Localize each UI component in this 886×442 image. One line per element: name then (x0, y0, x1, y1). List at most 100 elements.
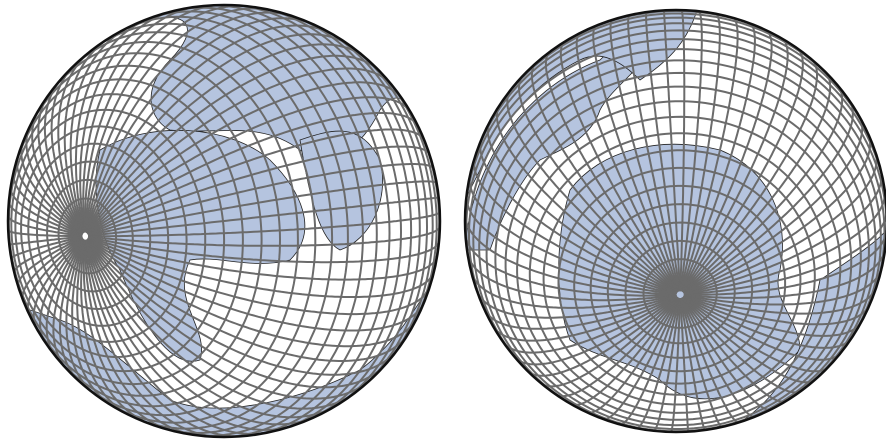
graticule-line (670, 297, 682, 432)
graticule-line (84, 7, 273, 233)
graticule-line (514, 295, 678, 366)
graticule-line (680, 297, 756, 418)
graticule-line (88, 211, 440, 238)
graticule-line (679, 10, 703, 292)
graticule-line (592, 24, 680, 292)
graticule-line (663, 10, 681, 292)
graticule-line (585, 297, 680, 414)
graticule-line (468, 175, 677, 295)
graticule-line (86, 96, 412, 235)
graticule-line (31, 108, 84, 235)
graticule-line (65, 239, 97, 396)
graticule-line (9, 235, 83, 246)
graticule-line (683, 228, 886, 296)
graticule-line (50, 63, 85, 234)
graticule-line (87, 145, 431, 236)
graticule-line (518, 75, 679, 294)
graticule-line (13, 236, 83, 273)
graticule-line (682, 100, 854, 294)
graticule-line (87, 111, 420, 236)
graticule-line (52, 238, 85, 371)
graticule-line (84, 239, 198, 437)
graticule-line (491, 295, 678, 342)
graticule-line (570, 296, 680, 407)
globe-outline (6, 3, 442, 439)
graticule-line (85, 33, 351, 234)
graticule-line (559, 41, 680, 293)
graticule-line (57, 49, 93, 234)
graticule-line (85, 43, 367, 234)
graticule-line (683, 170, 883, 295)
graticule-line (473, 156, 677, 295)
graticule-line (87, 163, 435, 237)
graticule-line (609, 18, 681, 292)
graticule-line (16, 156, 84, 236)
graticule-line (681, 296, 817, 384)
globe-outline (463, 8, 886, 434)
graticule-line (683, 294, 871, 326)
graticule-line (9, 186, 83, 237)
graticule-line (683, 151, 878, 295)
graticule-line (681, 29, 773, 292)
graticule-line (680, 297, 723, 428)
graticule-line (8, 215, 83, 237)
graticule-line (59, 238, 85, 384)
graticule-line (86, 67, 392, 235)
graticule-line (682, 71, 832, 293)
graticule-line (87, 196, 440, 237)
graticule-line (69, 25, 130, 233)
graticule-line (683, 295, 863, 337)
graticule-line (85, 24, 334, 234)
graticule-line (680, 22, 756, 292)
graticule-line (680, 297, 740, 424)
graticule-line (82, 5, 199, 233)
right-globe (465, 10, 886, 432)
graticule-line (679, 297, 689, 432)
graticule-line (575, 32, 680, 293)
graticule-line (86, 238, 372, 400)
graticule-line (530, 62, 679, 293)
graticule-line (476, 290, 677, 319)
graticule-line (86, 238, 399, 376)
graticule-line (483, 295, 678, 330)
graticule-line (681, 37, 789, 293)
graticule-line (87, 128, 426, 236)
graticule-line (495, 104, 678, 294)
graticule-line (682, 296, 830, 373)
graticule-line (681, 296, 788, 403)
graticule-line (86, 238, 387, 389)
graticule-line (84, 239, 222, 437)
graticule-line (32, 237, 84, 329)
graticule-line (85, 239, 317, 426)
graticule-line (682, 295, 853, 349)
graticule-line (681, 297, 772, 411)
graticule-line (63, 37, 110, 234)
graticule-line (26, 237, 84, 316)
graticule-line (84, 11, 296, 233)
graticule-line (80, 239, 152, 426)
graticule-line (20, 140, 84, 236)
graticule-line (681, 47, 804, 293)
graticule-line (682, 295, 842, 361)
graticule-line (86, 54, 380, 234)
graticule-line (636, 297, 681, 430)
graticule-line (683, 209, 886, 296)
graticule-line (45, 238, 85, 358)
graticule-line (8, 229, 83, 238)
graticule-line (465, 234, 677, 297)
graticule-line (86, 81, 403, 235)
graticule-line (680, 16, 739, 292)
graticule-line (87, 236, 435, 298)
graticule-line (74, 16, 152, 233)
graticule-line (683, 286, 878, 315)
graticule-line (83, 5, 225, 233)
graticule-line (627, 14, 681, 292)
graticule-line (87, 237, 418, 348)
graticule-line (465, 194, 677, 296)
graticule-line (85, 238, 356, 410)
graticule-line (683, 267, 883, 306)
graticule-line (87, 237, 425, 332)
graticule-line (544, 51, 679, 293)
graticule-line (87, 180, 438, 237)
